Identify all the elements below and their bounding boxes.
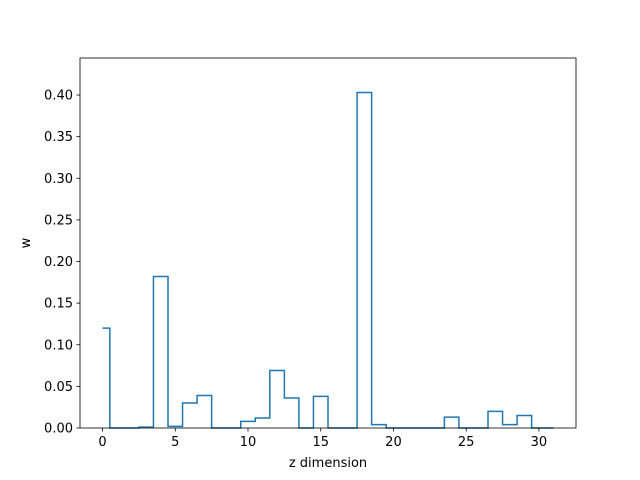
plot-frame [79,57,577,429]
y-tick-label: 0.25 [44,213,73,228]
x-tick-label: 0 [98,435,106,450]
x-tick-label: 25 [458,435,475,450]
y-tick-label: 0.40 [44,89,73,104]
y-axis: 0.00 0.05 0.10 0.15 0.20 0.25 0.30 0.35 0.40 [44,89,80,437]
y-tick-label: 0.05 [44,380,73,395]
plot-area [80,58,576,428]
y-tick-label: 0.35 [44,130,73,145]
x-tick-label: 5 [171,435,179,450]
x-tick-label: 10 [240,435,257,450]
x-tick-label: 20 [385,435,402,450]
x-axis-label: z dimension [289,456,367,471]
y-tick-label: 0.15 [44,297,73,312]
y-tick-label: 0.10 [44,338,73,353]
x-axis: 0 5 10 15 20 25 30 [98,428,547,450]
y-tick-label: 0.30 [44,172,73,187]
y-tick-label: 0.20 [44,255,73,270]
x-tick-label: 15 [312,435,329,450]
y-tick-label: 0.00 [44,422,73,437]
y-axis-label: w [19,237,34,248]
x-tick-label: 30 [531,435,548,450]
